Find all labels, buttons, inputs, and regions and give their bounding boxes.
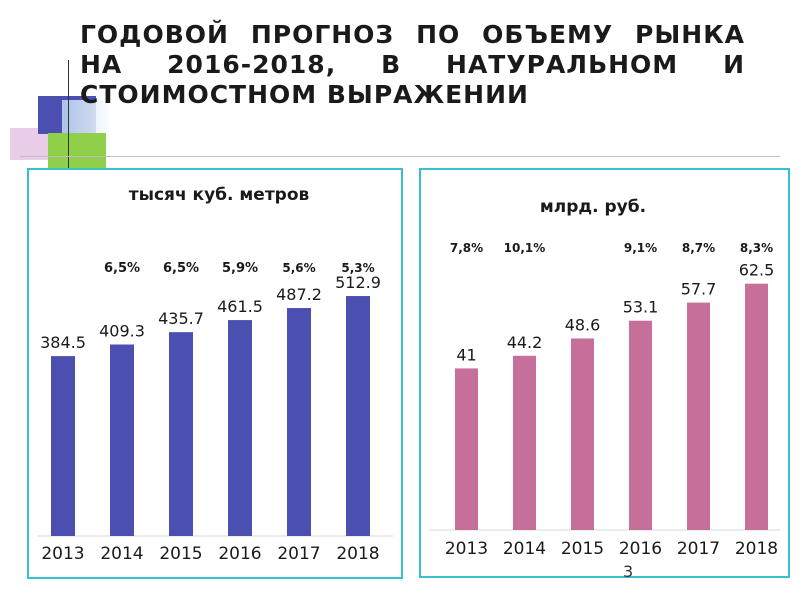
- volume-chart: тысяч куб. метров 384.5 2013 409.3 2014 6,5% 4…: [37, 185, 393, 564]
- growth-label-2014: 6,5%: [104, 261, 140, 276]
- bar-2014: [513, 355, 536, 530]
- x-tick-label-2015: 2015: [561, 539, 604, 559]
- x-tick-label-2018: 2018: [336, 544, 379, 564]
- x-tick-label-2013: 2013: [445, 539, 488, 559]
- page-number: 3: [623, 562, 634, 581]
- x-tick-label-2017: 2017: [677, 539, 720, 559]
- growth-label-2018: 5,3%: [341, 261, 374, 275]
- data-label-2016: 461.5: [217, 297, 263, 316]
- growth-label-2013: 7,8%: [450, 241, 483, 255]
- growth-label-2018: 8,3%: [740, 241, 773, 255]
- bar-2016: [228, 320, 252, 536]
- growth-label-2016: 5,9%: [222, 261, 258, 276]
- data-label-2015: 435.7: [158, 309, 204, 328]
- bar-2015: [169, 332, 193, 536]
- bar-2013: [455, 368, 478, 530]
- bar-2018: [346, 296, 370, 536]
- data-label-2017: 57.7: [681, 280, 717, 299]
- decor-vertical-line: [68, 60, 69, 178]
- data-label-2013: 41: [456, 345, 476, 364]
- data-label-2016: 53.1: [623, 298, 659, 317]
- bar-2017: [287, 308, 311, 536]
- growth-label-2016: 9,1%: [624, 241, 657, 255]
- data-label-2014: 44.2: [507, 333, 543, 352]
- x-tick-label-2016: 2016: [218, 544, 261, 564]
- bar-2017: [687, 302, 710, 530]
- bar-2013: [51, 356, 75, 536]
- value-chart-panel: млрд. руб. 41 2013 7,8% 44.2 2014 10,1% 48.6 201…: [419, 168, 790, 578]
- data-label-2018: 62.5: [739, 261, 775, 280]
- x-tick-label-2017: 2017: [277, 544, 320, 564]
- chart-title: млрд. руб.: [540, 197, 646, 217]
- growth-label-2014: 10,1%: [504, 241, 546, 255]
- data-label-2014: 409.3: [99, 322, 145, 341]
- volume-chart-panel: тысяч куб. метров 384.5 2013 409.3 2014 6,5% 4…: [27, 168, 403, 579]
- x-tick-label-2014: 2014: [100, 544, 143, 564]
- value-chart: млрд. руб. 41 2013 7,8% 44.2 2014 10,1% 48.6 201…: [429, 197, 780, 559]
- growth-label-2017: 8,7%: [682, 241, 715, 255]
- growth-label-2015: 6,5%: [163, 261, 199, 276]
- growth-label-2017: 5,6%: [282, 261, 315, 275]
- decor-square-green: [48, 133, 106, 173]
- x-tick-label-2015: 2015: [159, 544, 202, 564]
- chart-title: тысяч куб. метров: [129, 185, 310, 205]
- title-divider: [20, 156, 780, 157]
- x-tick-label-2016: 2016: [619, 539, 662, 559]
- data-label-2013: 384.5: [40, 333, 86, 352]
- slide-title: ГОДОВОЙ ПРОГНОЗ ПО ОБЪЕМУ РЫНКА НА 2016-…: [80, 20, 745, 109]
- data-label-2018: 512.9: [335, 273, 381, 292]
- x-tick-label-2013: 2013: [41, 544, 84, 564]
- data-label-2017: 487.2: [276, 285, 322, 304]
- bar-2016: [629, 320, 652, 530]
- x-tick-label-2018: 2018: [735, 539, 778, 559]
- bar-2018: [745, 283, 768, 530]
- bar-2015: [571, 338, 594, 530]
- bar-2014: [110, 344, 134, 536]
- data-label-2015: 48.6: [565, 315, 601, 334]
- x-tick-label-2014: 2014: [503, 539, 546, 559]
